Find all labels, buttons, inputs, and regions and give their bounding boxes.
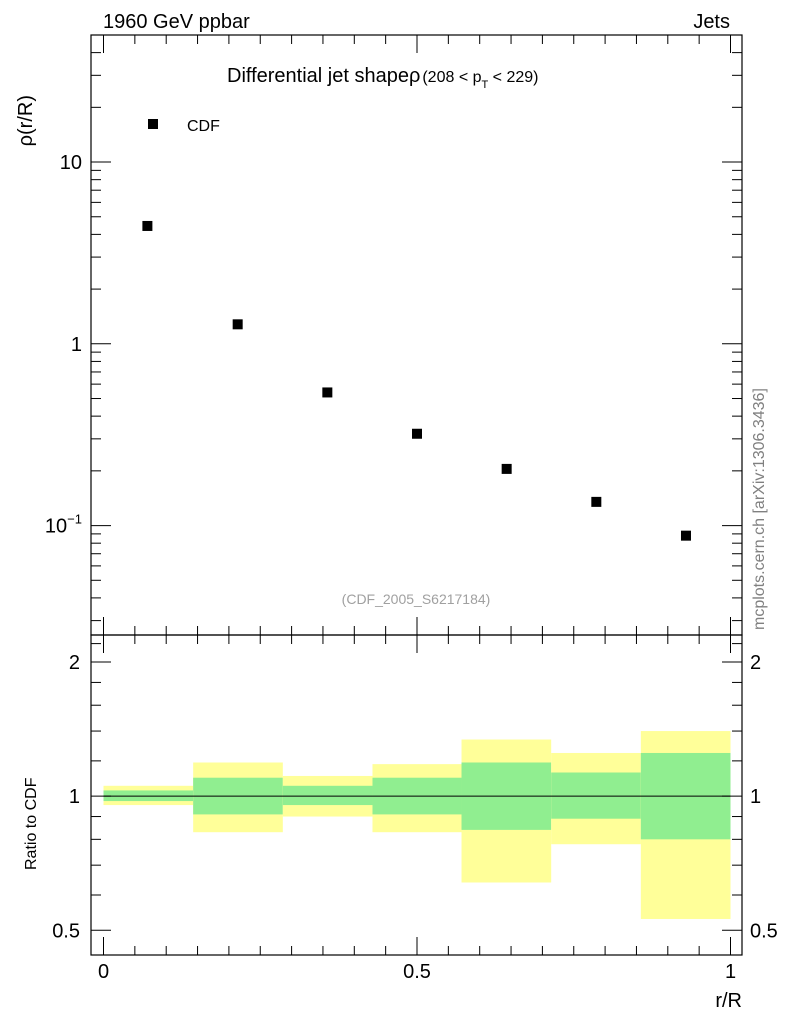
analysis-label: (CDF_2005_S6217184): [342, 591, 491, 607]
ratio-axis-ticks: [91, 635, 742, 955]
watermark: mcplots.cern.ch [arXiv:1306.3436]: [751, 388, 768, 630]
legend: CDF: [148, 118, 220, 135]
x-tick-label: 0.5: [403, 961, 431, 983]
main-ytick-label: 10: [60, 152, 82, 174]
title-sub: T: [482, 79, 489, 91]
data-point: [232, 319, 243, 330]
main-ytick-label: 1: [71, 334, 82, 356]
data-point: [322, 387, 333, 398]
ratio-ytick-label-left: 1: [69, 786, 80, 808]
x-tick-label: 1: [725, 961, 736, 983]
energy-label: 1960 GeV ppbar: [103, 11, 250, 33]
x-axis-label: r/R: [715, 990, 742, 1012]
data-point: [680, 530, 691, 541]
ratio-y-axis-label: Ratio to CDF: [23, 777, 40, 870]
main-ytick-label-base: 10: [45, 516, 67, 538]
title-main: Differential jet shapeρ: [227, 65, 420, 87]
inner-uncertainty-band: [282, 785, 373, 806]
x-tick-label: 0: [98, 961, 109, 983]
ratio-ytick-label-right: 2: [750, 652, 761, 674]
ratio-ytick-label-right: 0.5: [750, 920, 778, 942]
ratio-uncertainty-bands: [103, 731, 731, 919]
data-point: [412, 428, 422, 439]
main-ytick-label-exp: −1: [67, 512, 82, 527]
ratio-plot-area: 2 21 10.5 0.5 0 0.5 1: [52, 634, 778, 983]
category-label: Jets: [693, 11, 730, 33]
inner-uncertainty-band: [551, 772, 641, 819]
data-point: [501, 463, 512, 474]
main-axis-ticks: [91, 34, 742, 635]
ratio-ytick-label-left: 0.5: [52, 920, 80, 942]
title-range: (208 < p: [422, 69, 481, 86]
main-ytick-label: 10−1: [45, 512, 82, 538]
legend-marker: [148, 119, 158, 129]
data-point: [591, 496, 602, 507]
legend-label: CDF: [187, 118, 220, 135]
ratio-ytick-label-left: 2: [69, 652, 80, 674]
data-point: [142, 220, 153, 231]
main-y-axis-label: ρ(r/R): [15, 95, 37, 146]
ratio-ytick-label-right: 1: [750, 786, 761, 808]
main-chart-title: Differential jet shapeρ (208 < pT < 229): [227, 65, 539, 91]
ratio-ytick-labels: 2 2 1 1 0.5 0.5: [52, 652, 778, 942]
main-data-points: [142, 220, 691, 541]
x-tick-labels: 0 0.5 1: [98, 961, 736, 983]
title-end: < 229): [488, 69, 538, 86]
